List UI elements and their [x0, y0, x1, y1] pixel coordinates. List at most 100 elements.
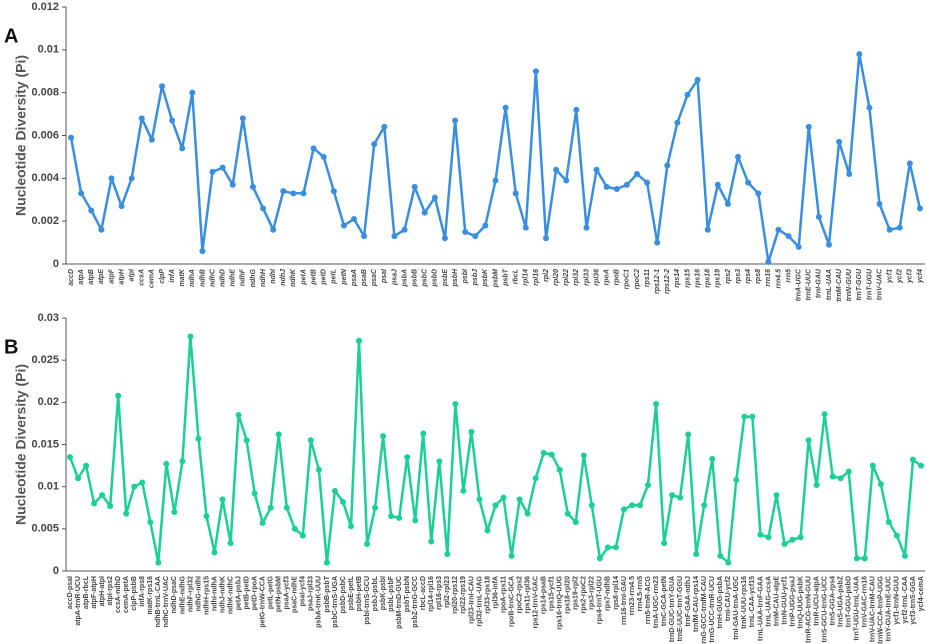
data-point — [482, 222, 489, 229]
data-point — [219, 164, 226, 171]
x-tick-label: psbA-trnK-UUU — [316, 576, 323, 628]
x-tick-label: ndhF — [240, 268, 247, 286]
data-point — [391, 233, 398, 240]
x-tick-label: trnM-CAU — [836, 268, 843, 302]
data-point — [462, 228, 469, 235]
x-tick-label: trnK-UUU-rps16 — [741, 576, 748, 629]
data-point — [725, 559, 732, 566]
x-tick-label: ycf4-cemA — [918, 576, 925, 611]
x-tick-label: psbC — [422, 268, 429, 287]
data-point — [131, 483, 138, 490]
data-point — [300, 190, 307, 197]
data-point — [717, 552, 724, 559]
data-point — [580, 452, 587, 459]
data-point — [189, 89, 196, 96]
data-point — [588, 502, 595, 509]
data-point — [694, 76, 701, 83]
data-point — [628, 502, 635, 509]
x-tick-label: trnG-UCC-trnR-UCU — [709, 576, 716, 643]
data-point — [709, 455, 716, 462]
x-tick-label: trnL-CAA-ycf15 — [749, 576, 756, 627]
x-tick-label: psaC-ndhE — [292, 576, 299, 613]
x-tick-label: psbK — [482, 268, 489, 287]
data-point — [604, 544, 611, 551]
x-tick-label: rpl32 — [573, 269, 580, 286]
data-point — [620, 506, 627, 513]
x-tick-label: rpl33-rps18 — [484, 576, 491, 614]
data-point — [906, 160, 913, 167]
data-point — [837, 475, 844, 482]
x-tick-label: rpl23-trnI-CAU — [468, 576, 475, 624]
data-point — [339, 498, 346, 505]
data-point — [275, 431, 282, 438]
x-tick-label: rrn5 — [785, 269, 792, 283]
x-tick-label: ycf3-trnS-GGA — [910, 576, 917, 625]
data-point — [138, 115, 145, 122]
data-point — [765, 534, 772, 541]
data-point — [856, 51, 863, 58]
data-point — [472, 233, 479, 240]
series-line — [68, 335, 922, 564]
data-point — [701, 502, 708, 509]
y-tick-label: 0 — [53, 258, 59, 270]
data-point — [75, 475, 82, 482]
x-tick-label: petL — [331, 269, 338, 285]
data-point — [613, 186, 620, 193]
data-point — [885, 519, 892, 526]
data-point — [155, 559, 162, 566]
data-point — [492, 502, 499, 509]
x-tick-label: trnY-GUA-trnE-UUC — [886, 576, 893, 641]
x-tick-label: psaJ — [391, 268, 398, 286]
x-tick-label: rps2 — [725, 269, 732, 284]
data-point — [805, 123, 812, 130]
data-point — [653, 401, 660, 408]
x-tick-label: psbI-trnS-GCU — [364, 576, 371, 625]
x-tick-label: ndhC — [209, 268, 216, 287]
x-tick-label: ccsA — [139, 269, 146, 286]
x-tick-label: psbJ — [472, 268, 479, 286]
data-point — [147, 519, 154, 526]
data-point — [291, 525, 298, 532]
data-point — [593, 166, 600, 173]
x-tick-label: rps19 — [715, 269, 722, 288]
x-tick-label: trnT-UGU — [866, 268, 873, 300]
x-tick-label: ndhE — [230, 269, 237, 287]
data-point — [251, 490, 258, 497]
x-tick-label: psbT-psbN — [404, 576, 411, 612]
x-tick-label: rps15 — [684, 269, 691, 288]
data-point — [83, 462, 90, 469]
data-point — [148, 136, 155, 143]
x-tick-label: trnfM-CAU-rps14 — [693, 576, 700, 632]
data-point — [836, 138, 843, 145]
x-tick-label: rps14 — [674, 269, 681, 288]
x-tick-label: rpl2-rpl23 — [444, 576, 451, 608]
data-point — [235, 411, 242, 418]
x-tick-label: rps11 — [644, 269, 651, 287]
data-point — [677, 494, 684, 501]
data-point — [203, 513, 210, 520]
data-point — [283, 504, 290, 511]
data-point — [603, 183, 610, 190]
x-tick-label: cemA-petA — [123, 576, 130, 613]
data-point — [869, 462, 876, 469]
data-point — [704, 226, 711, 233]
data-point — [785, 233, 792, 240]
x-tick-label: rpl16 — [533, 269, 540, 286]
x-tick-label: psaI-ycf4 — [300, 576, 307, 606]
data-point — [280, 188, 287, 195]
data-point — [380, 433, 387, 440]
data-point — [733, 476, 740, 483]
x-tick-label: rps4-trnT-UGU — [597, 576, 604, 624]
x-tick-label: ndhB — [199, 269, 206, 287]
data-point — [68, 134, 75, 141]
y-tick-label: 0.005 — [31, 523, 59, 535]
data-point — [693, 551, 700, 558]
x-tick-label: ndhJ-ndhK — [219, 576, 226, 613]
data-point — [645, 481, 652, 488]
y-tick-label: 0.006 — [31, 129, 59, 141]
data-point — [735, 153, 742, 160]
x-tick-label: rrn23-rrn4.5 — [629, 576, 636, 615]
data-point — [227, 540, 234, 547]
y-tick-label: 0.02 — [38, 396, 59, 408]
data-point — [107, 503, 114, 510]
